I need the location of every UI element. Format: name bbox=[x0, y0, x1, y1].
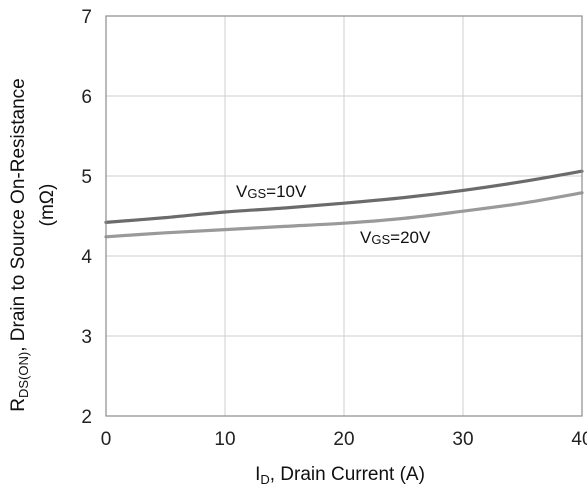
y-tick-label-3: 5 bbox=[81, 167, 92, 188]
x-tick-label-1: 10 bbox=[214, 429, 235, 450]
x-tick-label-0: 0 bbox=[101, 429, 112, 450]
series-group bbox=[104, 169, 584, 239]
y-axis-label-line2: (mΩ) bbox=[37, 184, 58, 227]
y-tick-label-1: 3 bbox=[81, 327, 92, 348]
series-line-0 bbox=[104, 169, 584, 224]
plot-frame bbox=[105, 15, 583, 417]
y-axis-label-main: R bbox=[8, 398, 29, 412]
series-label-vgs-20v-rest: =20V bbox=[390, 228, 431, 247]
x-tick-labels: 0 10 20 30 40 bbox=[101, 429, 587, 450]
x-axis-label-sub: D bbox=[260, 472, 269, 487]
series-label-vgs-20v-sub: GS bbox=[371, 232, 390, 247]
series-label-vgs-20v-main: V bbox=[360, 228, 372, 247]
y-axis-label-sub: DS(ON) bbox=[16, 352, 31, 398]
x-tick-label-2: 20 bbox=[333, 429, 354, 450]
series-label-vgs-10v-rest: =10V bbox=[266, 182, 307, 201]
y-tick-label-2: 4 bbox=[81, 247, 92, 268]
series-label-vgs-20v: VGS=20V bbox=[360, 228, 431, 247]
y-tick-label-4: 6 bbox=[81, 87, 92, 108]
y-axis-label-line1: RDS(ON), Drain to Source On-Resistance bbox=[8, 78, 31, 411]
x-axis-label-rest: , Drain Current (A) bbox=[270, 464, 425, 485]
y-tick-labels: 2 3 4 5 6 7 bbox=[81, 7, 92, 428]
series-line-1 bbox=[104, 191, 584, 239]
x-tick-label-3: 30 bbox=[452, 429, 473, 450]
x-axis-label-main: I bbox=[255, 464, 260, 485]
x-tick-label-4: 40 bbox=[571, 429, 587, 450]
series-label-vgs-10v-main: V bbox=[236, 182, 248, 201]
y-tick-label-5: 7 bbox=[81, 7, 92, 28]
x-axis-label: ID, Drain Current (A) bbox=[255, 464, 425, 487]
series-label-vgs-10v-sub: GS bbox=[247, 186, 266, 201]
y-tick-label-0: 2 bbox=[81, 407, 92, 428]
series-label-vgs-10v: VGS=10V bbox=[236, 182, 307, 201]
y-axis-label-rest: , Drain to Source On-Resistance bbox=[8, 78, 29, 352]
